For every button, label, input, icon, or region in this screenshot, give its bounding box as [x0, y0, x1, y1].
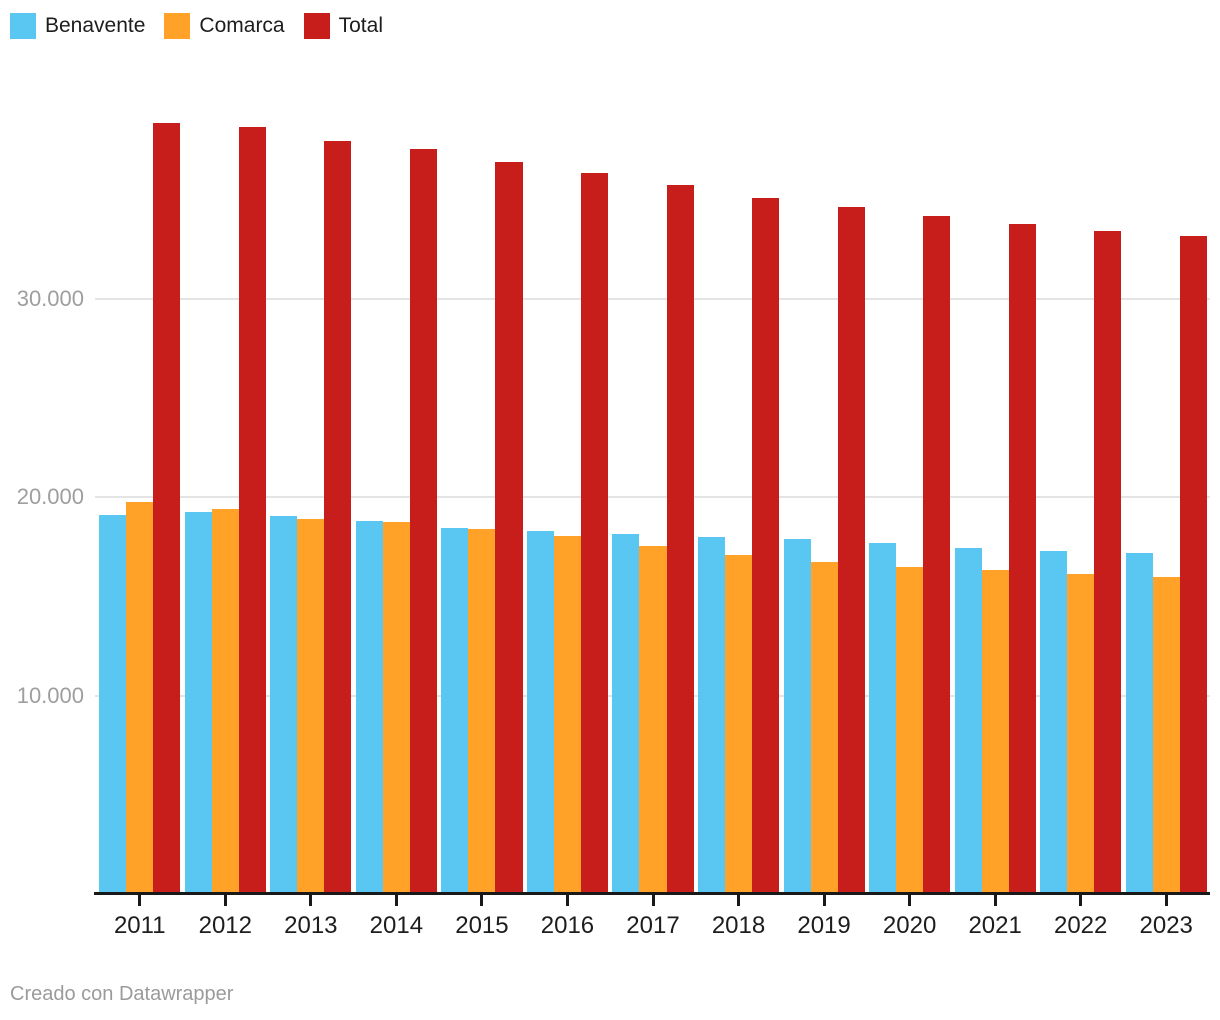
x-tick-mark: [908, 895, 912, 906]
legend-label: Total: [338, 14, 383, 37]
x-tick-mark: [138, 895, 142, 906]
bar-total-2022[interactable]: [1094, 231, 1122, 894]
bar-total-2015[interactable]: [495, 162, 523, 894]
bar-comarca-2012[interactable]: [211, 509, 239, 894]
x-tick-label: 2018: [711, 912, 766, 939]
x-tick-label: 2020: [882, 912, 937, 939]
x-tick-label: 2013: [284, 912, 338, 939]
y-gridline: [95, 496, 1210, 499]
x-tick-mark: [1164, 895, 1168, 906]
x-tick-label: 2019: [797, 912, 851, 939]
x-tick-mark: [822, 895, 826, 906]
bar-benavente-2012[interactable]: [184, 512, 212, 894]
x-axis-line: [94, 892, 1210, 895]
bar-benavente-2017[interactable]: [612, 533, 640, 894]
bar-comarca-2020[interactable]: [896, 567, 924, 894]
bar-comarca-2021[interactable]: [981, 569, 1009, 894]
bar-total-2016[interactable]: [580, 172, 609, 894]
bar-total-2019[interactable]: [837, 207, 865, 894]
x-tick-label: 2021: [968, 912, 1022, 939]
legend-label: Comarca: [199, 14, 285, 37]
bar-benavente-2020[interactable]: [869, 543, 897, 894]
legend-swatch-comarca: [164, 13, 191, 39]
bar-benavente-2011[interactable]: [99, 515, 127, 894]
x-tick-label: 2016: [540, 912, 595, 939]
bar-benavente-2019[interactable]: [783, 539, 811, 894]
bar-comarca-2016[interactable]: [553, 535, 581, 894]
datawrapper-credit-link[interactable]: Creado con Datawrapper: [10, 983, 234, 1005]
bar-comarca-2011[interactable]: [126, 502, 154, 894]
bar-benavente-2021[interactable]: [954, 548, 982, 894]
legend-swatch-total: [303, 13, 330, 39]
x-tick-mark: [737, 895, 741, 906]
legend: Benavente Comarca Total: [10, 13, 383, 39]
bar-total-2013[interactable]: [324, 141, 352, 894]
legend-item-benavente: Benavente: [10, 13, 145, 39]
x-tick-label: 2022: [1053, 912, 1108, 939]
legend-item-comarca: Comarca: [164, 13, 285, 39]
x-tick-mark: [309, 895, 313, 906]
x-tick-label: 2012: [198, 912, 252, 939]
x-tick-mark: [480, 895, 484, 906]
y-gridline: [95, 298, 1210, 301]
bar-comarca-2014[interactable]: [382, 521, 410, 894]
bar-total-2011[interactable]: [153, 123, 181, 894]
x-tick-mark: [223, 895, 227, 906]
bar-total-2018[interactable]: [752, 197, 780, 894]
x-tick-label: 2011: [113, 912, 166, 939]
bar-benavente-2023[interactable]: [1125, 552, 1153, 894]
bar-comarca-2022[interactable]: [1067, 574, 1095, 894]
bar-comarca-2013[interactable]: [297, 519, 325, 894]
bar-total-2023[interactable]: [1179, 236, 1207, 894]
bar-benavente-2022[interactable]: [1040, 550, 1068, 894]
legend-swatch-benavente: [10, 13, 36, 39]
x-tick-label: 2017: [626, 912, 680, 939]
bar-total-2014[interactable]: [409, 148, 437, 894]
x-tick-mark: [651, 895, 655, 906]
x-tick-label: 2015: [455, 912, 509, 939]
bar-benavente-2016[interactable]: [526, 531, 554, 894]
y-tick-label: 10.000: [16, 682, 84, 708]
y-tick-label: 20.000: [16, 484, 84, 510]
bar-comarca-2017[interactable]: [639, 545, 667, 894]
x-tick-mark: [993, 895, 997, 906]
x-tick-mark: [1079, 895, 1083, 906]
legend-label: Benavente: [45, 14, 146, 37]
bar-total-2020[interactable]: [923, 216, 951, 894]
bar-benavente-2015[interactable]: [441, 528, 469, 894]
bar-comarca-2019[interactable]: [810, 561, 838, 894]
bar-total-2012[interactable]: [238, 127, 266, 894]
x-tick-label: 2014: [369, 912, 424, 939]
bar-benavente-2018[interactable]: [697, 537, 726, 894]
bar-comarca-2015[interactable]: [468, 528, 496, 894]
bar-comarca-2023[interactable]: [1152, 577, 1180, 894]
bar-benavente-2013[interactable]: [270, 516, 298, 894]
bar-comarca-2018[interactable]: [725, 554, 753, 894]
bar-benavente-2014[interactable]: [355, 520, 383, 894]
y-tick-label: 30.000: [16, 286, 84, 312]
x-tick-mark: [394, 895, 398, 906]
bar-total-2017[interactable]: [666, 185, 694, 894]
bar-total-2021[interactable]: [1008, 224, 1036, 894]
x-tick-label: 2023: [1139, 912, 1193, 939]
legend-item-total: Total: [303, 13, 383, 39]
x-tick-mark: [565, 895, 569, 906]
